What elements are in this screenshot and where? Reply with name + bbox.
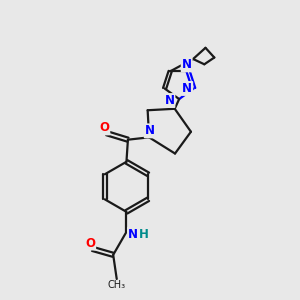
Text: CH₃: CH₃	[108, 280, 126, 290]
Text: N: N	[145, 124, 155, 137]
Text: N: N	[182, 82, 192, 95]
Text: O: O	[85, 236, 95, 250]
Text: N: N	[128, 228, 138, 241]
Text: H: H	[139, 228, 148, 241]
Text: O: O	[99, 122, 110, 134]
Text: N: N	[182, 58, 192, 71]
Text: N: N	[164, 94, 174, 107]
